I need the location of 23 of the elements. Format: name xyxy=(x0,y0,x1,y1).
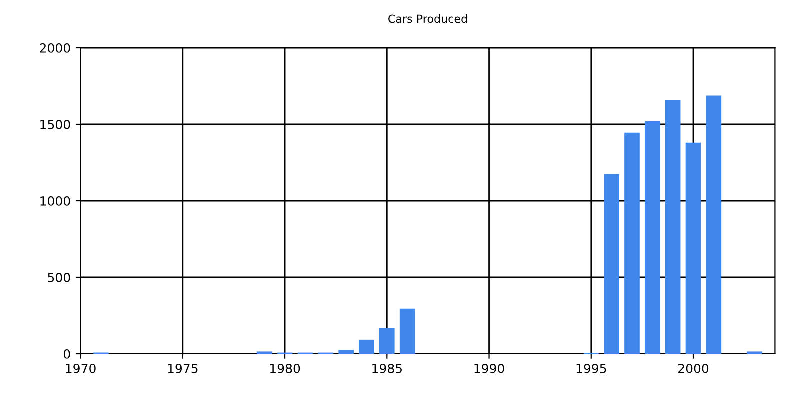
bar xyxy=(645,121,660,354)
y-tick-label: 1500 xyxy=(40,120,70,130)
bar xyxy=(379,328,395,354)
x-tick-label: 1975 xyxy=(168,364,198,374)
y-tick-label: 2000 xyxy=(40,43,70,53)
bar xyxy=(686,142,702,354)
chart-title: Cars Produced xyxy=(388,14,468,24)
x-tick-label: 2000 xyxy=(678,364,709,374)
y-tick-label: 0 xyxy=(64,349,70,359)
y-tick-label: 1000 xyxy=(40,196,70,206)
bar xyxy=(665,100,681,354)
bar xyxy=(706,96,722,354)
x-tick-label: 1985 xyxy=(372,364,402,374)
bar xyxy=(604,174,620,354)
y-tick-label: 500 xyxy=(48,272,70,282)
bar xyxy=(624,132,640,354)
x-tick-label: 1970 xyxy=(66,364,96,374)
x-tick-label: 1980 xyxy=(270,364,300,374)
bar xyxy=(400,308,416,354)
bar xyxy=(338,350,354,354)
x-tick-label: 1990 xyxy=(474,364,504,374)
bar xyxy=(359,340,374,354)
x-tick-label: 1995 xyxy=(576,364,606,374)
